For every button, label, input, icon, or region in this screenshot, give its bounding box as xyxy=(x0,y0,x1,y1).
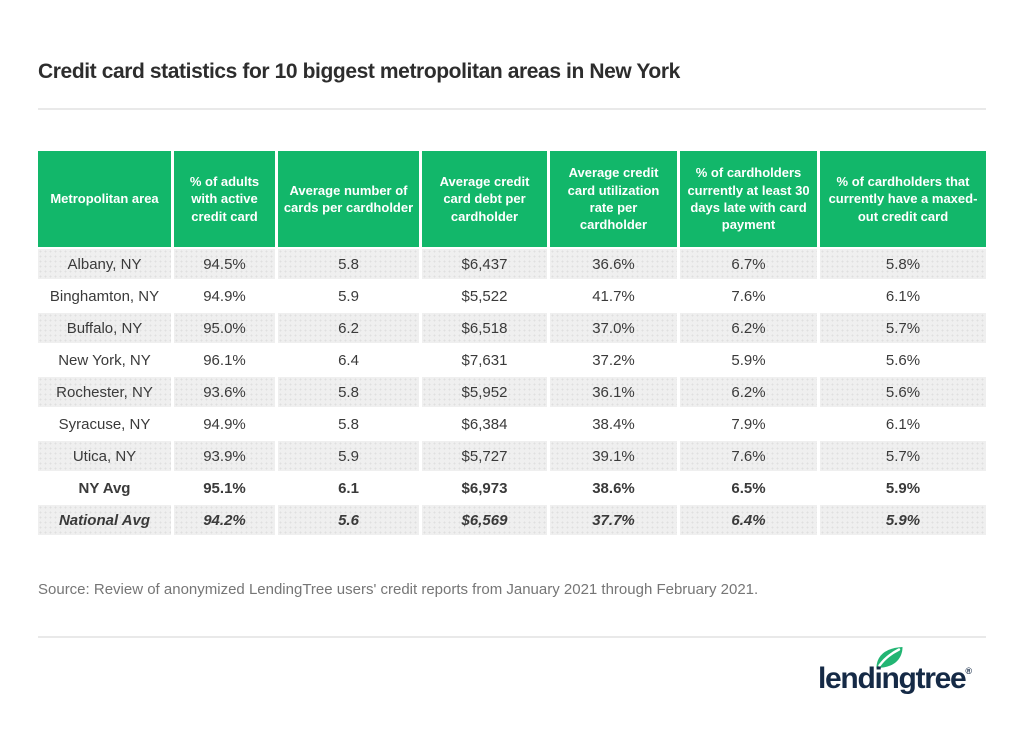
table-row: New York, NY 96.1% 6.4 $7,631 37.2% 5.9%… xyxy=(38,345,986,375)
table-cell: New York, NY xyxy=(38,345,171,375)
table-cell: 94.9% xyxy=(174,409,275,439)
table-cell: 36.6% xyxy=(550,249,677,279)
table-cell: $5,522 xyxy=(422,281,547,311)
table-cell: 6.2% xyxy=(680,313,817,343)
brand-wordmark: lendingtree® xyxy=(818,662,973,695)
table-cell: 5.7% xyxy=(820,313,986,343)
table-cell: 5.6% xyxy=(820,345,986,375)
table-cell: 41.7% xyxy=(550,281,677,311)
table-cell: 94.9% xyxy=(174,281,275,311)
table-cell: 37.2% xyxy=(550,345,677,375)
table-cell: $6,384 xyxy=(422,409,547,439)
footer-divider xyxy=(38,636,986,638)
table-cell: $6,518 xyxy=(422,313,547,343)
table-cell: 5.9% xyxy=(680,345,817,375)
table-cell: NY Avg xyxy=(38,473,171,503)
infographic-page: Credit card statistics for 10 biggest me… xyxy=(35,60,989,638)
column-header-avg-cards: Average number of cards per cardholder xyxy=(278,151,419,247)
table-cell: 6.1 xyxy=(278,473,419,503)
table-cell: 6.5% xyxy=(680,473,817,503)
table-cell: 5.6% xyxy=(820,377,986,407)
column-header-metro-area: Metropolitan area xyxy=(38,151,171,247)
table-cell: National Avg xyxy=(38,505,171,535)
table-cell: 95.1% xyxy=(174,473,275,503)
table-cell: 5.8% xyxy=(820,249,986,279)
table-cell: 5.9% xyxy=(820,505,986,535)
page-title: Credit card statistics for 10 biggest me… xyxy=(38,60,680,83)
stats-table: Metropolitan area % of adults with activ… xyxy=(35,149,989,537)
table-cell: 95.0% xyxy=(174,313,275,343)
table-cell: 6.2 xyxy=(278,313,419,343)
table-row-ny-avg: NY Avg 95.1% 6.1 $6,973 38.6% 6.5% 5.9% xyxy=(38,473,986,503)
table-cell: 6.1% xyxy=(820,281,986,311)
table-cell: Binghamton, NY xyxy=(38,281,171,311)
table-cell: 94.5% xyxy=(174,249,275,279)
column-header-maxed-out: % of cardholders that currently have a m… xyxy=(820,151,986,247)
table-cell: $6,973 xyxy=(422,473,547,503)
table-cell: 5.7% xyxy=(820,441,986,471)
table-cell: 5.8 xyxy=(278,377,419,407)
title-divider xyxy=(38,108,986,110)
source-note: Source: Review of anonymized LendingTree… xyxy=(38,581,759,598)
column-header-late-payment: % of cardholders currently at least 30 d… xyxy=(680,151,817,247)
column-header-avg-debt: Average credit card debt per cardholder xyxy=(422,151,547,247)
table-cell: $7,631 xyxy=(422,345,547,375)
table-cell: 6.2% xyxy=(680,377,817,407)
table-row: Binghamton, NY 94.9% 5.9 $5,522 41.7% 7.… xyxy=(38,281,986,311)
table-cell: $5,727 xyxy=(422,441,547,471)
table-cell: Rochester, NY xyxy=(38,377,171,407)
lendingtree-logo: lendingtree® xyxy=(818,645,998,707)
column-header-active-card: % of adults with active credit card xyxy=(174,151,275,247)
table-row: Albany, NY 94.5% 5.8 $6,437 36.6% 6.7% 5… xyxy=(38,249,986,279)
registered-mark: ® xyxy=(965,666,973,676)
table-cell: 5.9 xyxy=(278,441,419,471)
table-row-national-avg: National Avg 94.2% 5.6 $6,569 37.7% 6.4%… xyxy=(38,505,986,535)
table-cell: Albany, NY xyxy=(38,249,171,279)
table-cell: 7.9% xyxy=(680,409,817,439)
table-cell: 6.1% xyxy=(820,409,986,439)
table-cell: 37.7% xyxy=(550,505,677,535)
table-cell: 94.2% xyxy=(174,505,275,535)
leaf-icon xyxy=(874,645,905,670)
table-cell: 6.4% xyxy=(680,505,817,535)
table-cell: 5.9% xyxy=(820,473,986,503)
table-cell: Buffalo, NY xyxy=(38,313,171,343)
table-cell: 5.6 xyxy=(278,505,419,535)
table-cell: 5.8 xyxy=(278,409,419,439)
table-cell: 38.4% xyxy=(550,409,677,439)
table-header-row: Metropolitan area % of adults with activ… xyxy=(38,151,986,247)
table-row: Syracuse, NY 94.9% 5.8 $6,384 38.4% 7.9%… xyxy=(38,409,986,439)
column-header-utilization: Average credit card utilization rate per… xyxy=(550,151,677,247)
table-cell: 38.6% xyxy=(550,473,677,503)
table-cell: 6.4 xyxy=(278,345,419,375)
table-cell: $6,437 xyxy=(422,249,547,279)
table-cell: 39.1% xyxy=(550,441,677,471)
table-cell: $5,952 xyxy=(422,377,547,407)
table-cell: 5.9 xyxy=(278,281,419,311)
table-row: Rochester, NY 93.6% 5.8 $5,952 36.1% 6.2… xyxy=(38,377,986,407)
table-cell: 36.1% xyxy=(550,377,677,407)
table-cell: 7.6% xyxy=(680,281,817,311)
table-cell: 37.0% xyxy=(550,313,677,343)
table-cell: 96.1% xyxy=(174,345,275,375)
table-row: Buffalo, NY 95.0% 6.2 $6,518 37.0% 6.2% … xyxy=(38,313,986,343)
table-cell: 5.8 xyxy=(278,249,419,279)
table-cell: 93.6% xyxy=(174,377,275,407)
table-row: Utica, NY 93.9% 5.9 $5,727 39.1% 7.6% 5.… xyxy=(38,441,986,471)
table-cell: $6,569 xyxy=(422,505,547,535)
table-cell: 7.6% xyxy=(680,441,817,471)
table-cell: Utica, NY xyxy=(38,441,171,471)
table-cell: 93.9% xyxy=(174,441,275,471)
table-cell: 6.7% xyxy=(680,249,817,279)
table-cell: Syracuse, NY xyxy=(38,409,171,439)
